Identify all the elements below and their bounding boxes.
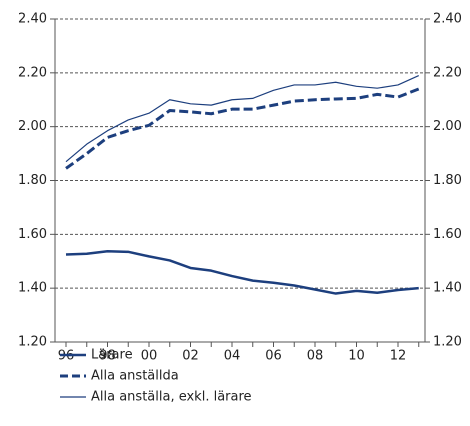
series-line [65,250,419,295]
series-line [65,87,420,170]
y2-tick-label: 2.20 [433,65,462,80]
y-tick-label: 2.20 [18,65,47,80]
series-line [65,74,419,163]
x-tick-label: 10 [348,349,365,364]
x-tick-label: 04 [224,349,241,364]
y2-tick-label: 1.60 [433,227,462,242]
x-tick-label: 12 [390,349,407,364]
legend-label: Alla anställda [91,369,179,384]
x-tick-label: 08 [307,349,324,364]
y-tick-label: 1.40 [18,281,47,296]
y-tick-label: 1.20 [18,335,47,350]
x-tick-label: 98 [99,349,116,364]
y2-tick-label: 1.80 [433,173,462,188]
x-tick-label: 00 [141,349,158,364]
y-tick-label: 1.60 [18,227,47,242]
legend-label: Alla anställa, exkl. lärare [91,390,252,405]
y2-tick-label: 1.40 [433,281,462,296]
y2-tick-label: 2.00 [433,119,462,134]
x-tick-label: 02 [182,349,199,364]
x-tick-label: 06 [265,349,282,364]
y-tick-label: 2.40 [18,12,47,27]
legend-label: Lärare [91,348,133,363]
y2-tick-label: 2.40 [433,12,462,27]
y-tick-label: 2.00 [18,119,47,134]
y-tick-label: 1.80 [18,173,47,188]
y2-tick-label: 1.20 [433,335,462,350]
